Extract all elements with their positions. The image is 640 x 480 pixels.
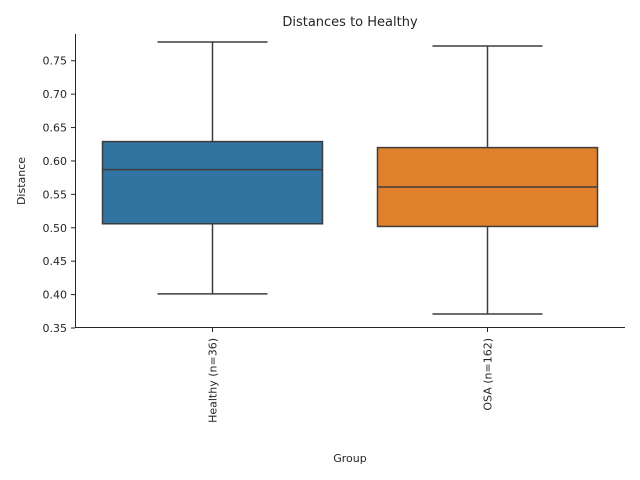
y-tick-label: 0.50 — [43, 222, 68, 235]
y-tick-label: 0.70 — [43, 88, 68, 101]
y-tick-label: 0.60 — [43, 155, 68, 168]
x-tick-label: OSA (n=162) — [482, 338, 495, 411]
x-tick-label: Healthy (n=36) — [207, 338, 220, 423]
chart-title: Distances to Healthy — [282, 15, 418, 30]
y-axis-label: Distance — [15, 157, 28, 205]
y-tick-label: 0.55 — [43, 188, 68, 201]
y-tick-label: 0.65 — [43, 122, 68, 135]
box-osa — [376, 45, 599, 315]
iqr-box — [101, 140, 324, 225]
y-tick-label: 0.40 — [43, 289, 68, 302]
x-axis-ticks: Healthy (n=36) OSA (n=162) — [207, 328, 495, 423]
y-tick-label: 0.45 — [43, 255, 68, 268]
y-tick-label: 0.75 — [43, 55, 68, 68]
boxes — [101, 41, 599, 315]
y-axis-ticks: 0.35 0.40 0.45 0.50 0.55 0.60 0.65 0.70 0.75 — [43, 55, 75, 335]
x-axis-label: Group — [333, 452, 367, 465]
y-tick-label: 0.35 — [43, 322, 68, 335]
box-healthy — [101, 41, 324, 295]
